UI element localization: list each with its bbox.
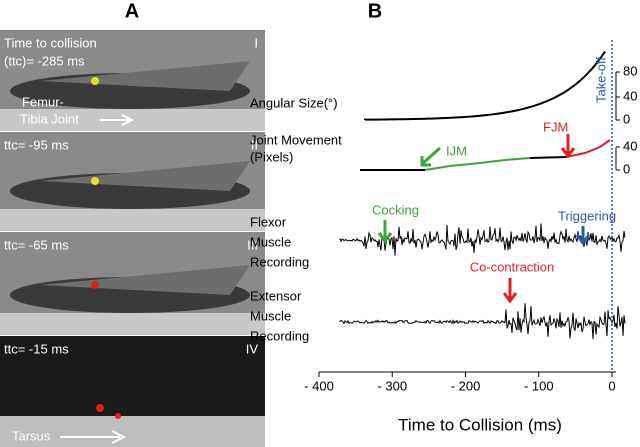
joint-trace [529, 156, 567, 159]
arrow [100, 114, 135, 126]
y-tick-label: 80 [623, 63, 637, 78]
joint-marker [115, 413, 121, 419]
cocontraction-arrow [502, 278, 518, 304]
joint-label: Joint Movement [250, 132, 342, 147]
y-tick-label: 40 [623, 88, 637, 103]
cocking-arrow [377, 220, 393, 244]
joint-marker [91, 177, 99, 185]
joint-fjm [565, 139, 611, 158]
tarsus-label: Tarsus [12, 428, 51, 443]
triggering-label: Triggering [558, 208, 616, 223]
frame-numeral: II [251, 137, 258, 152]
panel-label: A [125, 0, 139, 22]
frame-numeral: I [254, 35, 258, 50]
flexor-label: Muscle [250, 234, 291, 249]
panel-label: B [368, 0, 382, 22]
joint-ijm [424, 157, 531, 171]
fjm-arrow [560, 134, 576, 159]
x-tick-label: - 400 [304, 378, 334, 393]
frame-caption: Time to collision [4, 35, 97, 50]
extensor-trace [339, 303, 626, 340]
ground [0, 416, 265, 447]
joint-marker [91, 281, 99, 289]
takeoff-label: Take-off [593, 57, 608, 103]
ijm-arrow [420, 146, 441, 167]
flexor-label: Flexor [250, 214, 287, 229]
frame-caption: ttc= -95 ms [4, 137, 69, 152]
frame-numeral: IV [246, 341, 259, 356]
flexor-label: Recording [250, 254, 309, 269]
x-tick-label: - 200 [451, 378, 481, 393]
x-axis-title: Time to Collision (ms) [398, 415, 562, 434]
x-tick-label: 0 [608, 378, 615, 393]
y-tick-label: 0 [623, 111, 630, 126]
cocking-label: Cocking [372, 202, 419, 217]
extensor-label: Muscle [250, 308, 291, 323]
fjm-label: FJM [543, 119, 568, 134]
y-tick-label: 40 [623, 138, 637, 153]
ijm-label: IJM [446, 143, 467, 158]
ground [0, 209, 265, 231]
frame-numeral: III [247, 237, 258, 252]
joint-label: Tibia Joint [20, 111, 79, 126]
joint-label: Femur- [22, 94, 64, 109]
joint-label: (Pixels) [250, 149, 293, 164]
x-tick-label: - 100 [524, 378, 554, 393]
frame-caption: (ttc)= -285 ms [4, 53, 85, 68]
cocontraction-label: Co-contraction [470, 259, 555, 274]
triggering-arrow [575, 226, 591, 246]
x-tick-label: - 300 [377, 378, 407, 393]
angular-trace [364, 50, 606, 121]
angular-label: Angular Size(°) [250, 95, 338, 110]
y-tick-label: 0 [623, 161, 630, 176]
joint-marker [91, 77, 99, 85]
ground [0, 313, 265, 335]
extensor-label: Recording [250, 328, 309, 343]
arrow [60, 430, 127, 444]
frame-caption: ttc= -15 ms [4, 341, 69, 356]
frame-caption: ttc= -65 ms [4, 237, 69, 252]
extensor-label: Extensor [250, 288, 302, 303]
joint-marker [96, 404, 104, 412]
